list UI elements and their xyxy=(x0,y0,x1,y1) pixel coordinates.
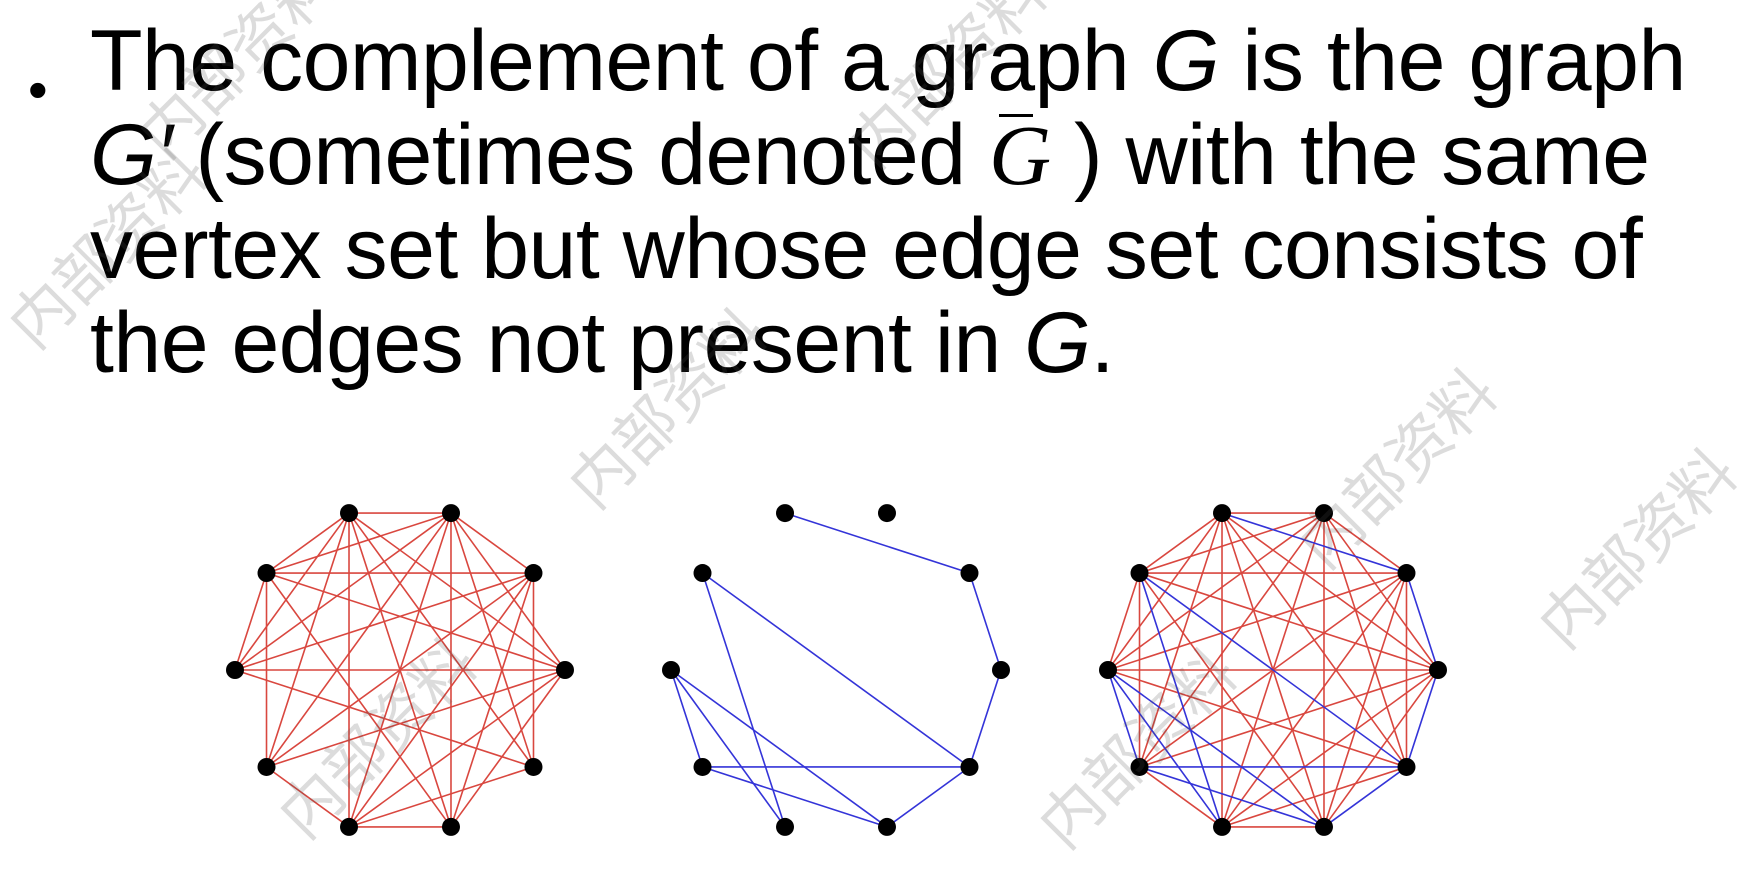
graph-edge xyxy=(968,669,1002,768)
graph-vertex xyxy=(776,817,795,836)
graph-edge xyxy=(1139,669,1439,768)
graph-edge xyxy=(1323,512,1408,768)
graph-edge xyxy=(1107,669,1325,828)
graph-vertex xyxy=(693,564,712,583)
graph-edge xyxy=(266,512,350,574)
graph-edge xyxy=(968,572,1002,671)
graph-edge xyxy=(266,512,452,574)
graph-edge xyxy=(1405,669,1439,768)
graph-edge xyxy=(1138,572,1325,828)
bullet-point-icon: • xyxy=(28,58,48,121)
graph-edge xyxy=(670,669,704,768)
graph-vertex xyxy=(340,504,359,523)
graph-edge xyxy=(265,512,452,768)
graph-edge xyxy=(1221,766,1407,828)
text-line-1: The complement of a graph G is the graph xyxy=(90,13,1686,109)
graph-vertex xyxy=(662,661,680,679)
g-bar-symbol: G xyxy=(988,107,1051,203)
graph-edge xyxy=(450,669,566,828)
graph-edge xyxy=(1221,669,1439,828)
text-line-4: the edges not present in G. xyxy=(90,295,1114,391)
graph-edge xyxy=(784,512,970,574)
graph-edge xyxy=(1405,572,1439,671)
graph-vertex xyxy=(1130,564,1149,583)
graph-edge xyxy=(1107,669,1223,828)
graph-vertex xyxy=(524,757,543,776)
graph-edge xyxy=(670,669,888,828)
graph-edge xyxy=(1139,572,1439,671)
graph-vertex xyxy=(1130,757,1149,776)
graph-edge xyxy=(702,766,888,828)
graph-edge xyxy=(265,512,350,768)
graph-vertex xyxy=(1429,661,1447,679)
graph-edge xyxy=(1221,512,1439,671)
graph-edge xyxy=(348,766,534,828)
graph-edge xyxy=(450,512,534,574)
graph-vertex xyxy=(1213,817,1232,836)
graph-vertex xyxy=(340,817,359,836)
graph-edge xyxy=(234,572,534,671)
graph-vertex xyxy=(1099,661,1117,679)
graph-edge xyxy=(348,669,566,828)
graph-edge xyxy=(1139,572,1407,768)
graph-edge xyxy=(1107,572,1407,671)
graph-edge xyxy=(702,572,970,768)
graph-edge xyxy=(450,572,535,828)
graph-edge xyxy=(234,512,350,671)
graph-vertex xyxy=(1314,817,1333,836)
graph-edge xyxy=(701,572,786,828)
graph-figure xyxy=(0,470,1762,870)
graph-vertex xyxy=(257,757,276,776)
graph-edge xyxy=(1323,572,1408,828)
graph-vertex xyxy=(1213,504,1232,523)
graph-vertex xyxy=(992,661,1010,679)
graph-vertex xyxy=(1314,504,1333,523)
graph-edge xyxy=(1323,512,1407,574)
graph-union xyxy=(1099,504,1447,836)
graph-edge xyxy=(348,512,566,671)
graph-edge xyxy=(234,572,268,671)
graph-edge xyxy=(1107,572,1141,671)
graph-edge xyxy=(1323,766,1407,828)
graph-vertex xyxy=(257,564,276,583)
graph-vertex xyxy=(441,504,460,523)
graph-edge xyxy=(234,669,534,768)
graph-edge xyxy=(1139,766,1223,828)
text-line-3: vertex set but whose edge set consists o… xyxy=(90,201,1643,297)
graph-edge xyxy=(1139,512,1223,574)
graph-vertex xyxy=(441,817,460,836)
graph-vertex xyxy=(693,757,712,776)
graph-g xyxy=(226,504,574,836)
graph-vertex xyxy=(226,661,244,679)
graph-edge xyxy=(1139,766,1325,828)
graph-vertex xyxy=(556,661,574,679)
graph-complement xyxy=(662,504,1010,836)
graph-edge xyxy=(450,512,535,768)
graph-edge xyxy=(1107,512,1325,671)
graph-edge xyxy=(348,572,535,828)
text-line-2: G′ (sometimes denoted G ) with the same xyxy=(90,107,1650,203)
graph-vertex xyxy=(960,757,979,776)
graph-edge xyxy=(1221,512,1407,574)
graph-edge xyxy=(886,766,970,828)
graph-edge xyxy=(1107,669,1407,768)
graph-edge xyxy=(265,572,452,828)
graph-vertex xyxy=(877,504,896,523)
graph-edge xyxy=(266,766,350,828)
graph-vertex xyxy=(524,564,543,583)
bullet-text-block: • The complement of a graph G is the gra… xyxy=(0,0,1762,430)
graph-vertex xyxy=(1397,564,1416,583)
graph-edge xyxy=(1138,512,1223,768)
graph-edge xyxy=(1139,512,1325,574)
graph-edge xyxy=(266,669,566,768)
graph-vertex xyxy=(1397,757,1416,776)
graph-edge xyxy=(234,512,452,671)
graph-vertex xyxy=(776,504,795,523)
graph-edge xyxy=(1138,572,1223,828)
graph-edge xyxy=(670,669,786,828)
graph-edge xyxy=(266,572,566,671)
graph-edge xyxy=(1107,669,1141,768)
graph-vertex xyxy=(877,817,896,836)
graph-vertex xyxy=(960,564,979,583)
